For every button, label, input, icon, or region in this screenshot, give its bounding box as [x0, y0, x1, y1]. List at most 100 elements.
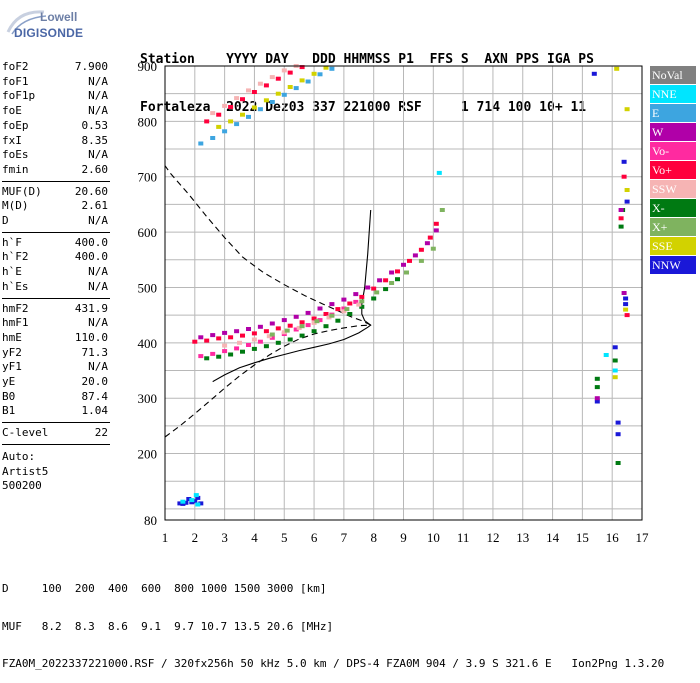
param-label: yF2 — [2, 345, 22, 359]
echo-point — [222, 349, 228, 354]
echo-point — [257, 107, 263, 112]
param-row-fof2: foF2 7.900 — [2, 60, 108, 74]
echo-point — [335, 307, 341, 312]
echo-point — [615, 432, 621, 437]
echo-point — [237, 340, 242, 345]
echo-point — [311, 316, 317, 321]
x-tick-label: 9 — [400, 530, 407, 545]
param-label: yE — [2, 375, 16, 388]
echo-point — [591, 71, 597, 76]
echo-point — [275, 76, 281, 81]
echo-point — [198, 141, 204, 146]
echo-point — [269, 100, 275, 104]
echo-point — [269, 321, 275, 326]
echo-point — [621, 159, 627, 164]
echo-point — [275, 91, 281, 96]
param-label: MUF(D) — [2, 184, 42, 198]
echo-point — [299, 320, 305, 325]
echo-point — [287, 337, 293, 342]
echo-point — [624, 313, 630, 318]
param-row-fof1: foF1 N/A — [2, 75, 108, 89]
echo-point — [311, 329, 317, 334]
param-label: foF2 — [2, 60, 29, 73]
param-value: 110.0 — [74, 330, 108, 344]
param-label: M(D) — [2, 199, 29, 213]
echo-point — [257, 324, 263, 329]
echo-point — [189, 498, 195, 503]
param-row-d: D N/A — [2, 214, 108, 228]
echo-point — [198, 354, 204, 359]
echo-point — [371, 296, 377, 301]
digisonde-logo: Lowell DIGISONDE — [4, 6, 124, 46]
echo-point — [281, 68, 287, 73]
echo-point — [246, 343, 251, 347]
echo-point — [433, 221, 439, 226]
echo-point — [615, 461, 621, 465]
legend-item-x: X+ — [650, 218, 696, 236]
echo-point — [195, 502, 201, 507]
param-row-mufd: MUF(D) 20.60 — [2, 185, 108, 199]
echo-point — [281, 318, 287, 323]
echo-point — [383, 287, 389, 292]
echo-point — [311, 71, 317, 76]
x-tick-label: 5 — [281, 530, 288, 545]
echo-point — [275, 326, 281, 331]
echo-point — [180, 501, 186, 506]
echo-point — [371, 286, 377, 291]
echo-point — [323, 65, 329, 70]
param-value: 400.0 — [74, 235, 108, 249]
x-tick-label: 8 — [370, 530, 377, 545]
profile-curve-extrapolated — [164, 165, 373, 438]
echo-point — [299, 65, 305, 70]
echo-point — [623, 302, 629, 307]
echo-point — [222, 129, 228, 134]
echo-point — [430, 246, 436, 251]
param-label: h`Es — [2, 279, 29, 293]
echo-point — [251, 90, 257, 94]
param-label: foE — [2, 104, 22, 118]
echo-point — [317, 318, 323, 323]
echo-point — [293, 327, 299, 332]
echo-point — [374, 290, 380, 295]
param-label: hmF2 — [2, 301, 29, 315]
param-value: 1.04 — [81, 404, 109, 418]
param-value: 431.9 — [74, 301, 108, 315]
x-tick-label: 1 — [162, 530, 169, 545]
param-row-foe: foE N/A — [2, 104, 108, 118]
echo-point — [275, 340, 281, 345]
echo-point — [618, 208, 624, 212]
param-value: N/A — [88, 74, 108, 88]
echo-point — [234, 122, 240, 127]
echo-point — [305, 79, 311, 84]
echo-point — [612, 345, 618, 350]
param-label: B1 — [2, 404, 16, 418]
param-row-b0: B0 87.4 — [2, 390, 108, 404]
echo-point — [246, 327, 251, 331]
param-row-ye: yE 20.0 — [2, 375, 108, 389]
echo-point — [341, 309, 347, 314]
echo-point — [193, 493, 199, 498]
echo-points — [177, 64, 630, 507]
param-label: foF1p — [2, 89, 36, 103]
param-row-fmin: fmin 2.60 — [2, 163, 108, 177]
param-value: N/A — [88, 265, 108, 279]
legend-item-sse: SSE — [650, 237, 696, 255]
param-row-hmf2: hmF2 431.9 — [2, 302, 108, 316]
param-label: foF1 — [2, 74, 29, 88]
echo-point — [418, 258, 424, 263]
echo-point — [329, 302, 335, 307]
footer-distance-row: D 100 200 400 600 800 1000 1500 3000 [km… — [2, 582, 327, 595]
legend-item-w: W — [650, 123, 696, 141]
echo-point — [404, 270, 409, 275]
echo-point — [395, 277, 400, 282]
echo-point — [347, 312, 353, 316]
profile-curves — [164, 165, 373, 438]
echo-point — [216, 112, 222, 117]
echo-point — [251, 105, 257, 110]
echo-point — [612, 368, 618, 373]
echo-point — [594, 385, 600, 390]
y-tick-label: 700 — [138, 170, 158, 185]
param-row-foep: foEp 0.53 — [2, 119, 108, 133]
x-tick-label: 10 — [427, 530, 440, 545]
param-row-hes: h`Es N/A — [2, 280, 108, 294]
